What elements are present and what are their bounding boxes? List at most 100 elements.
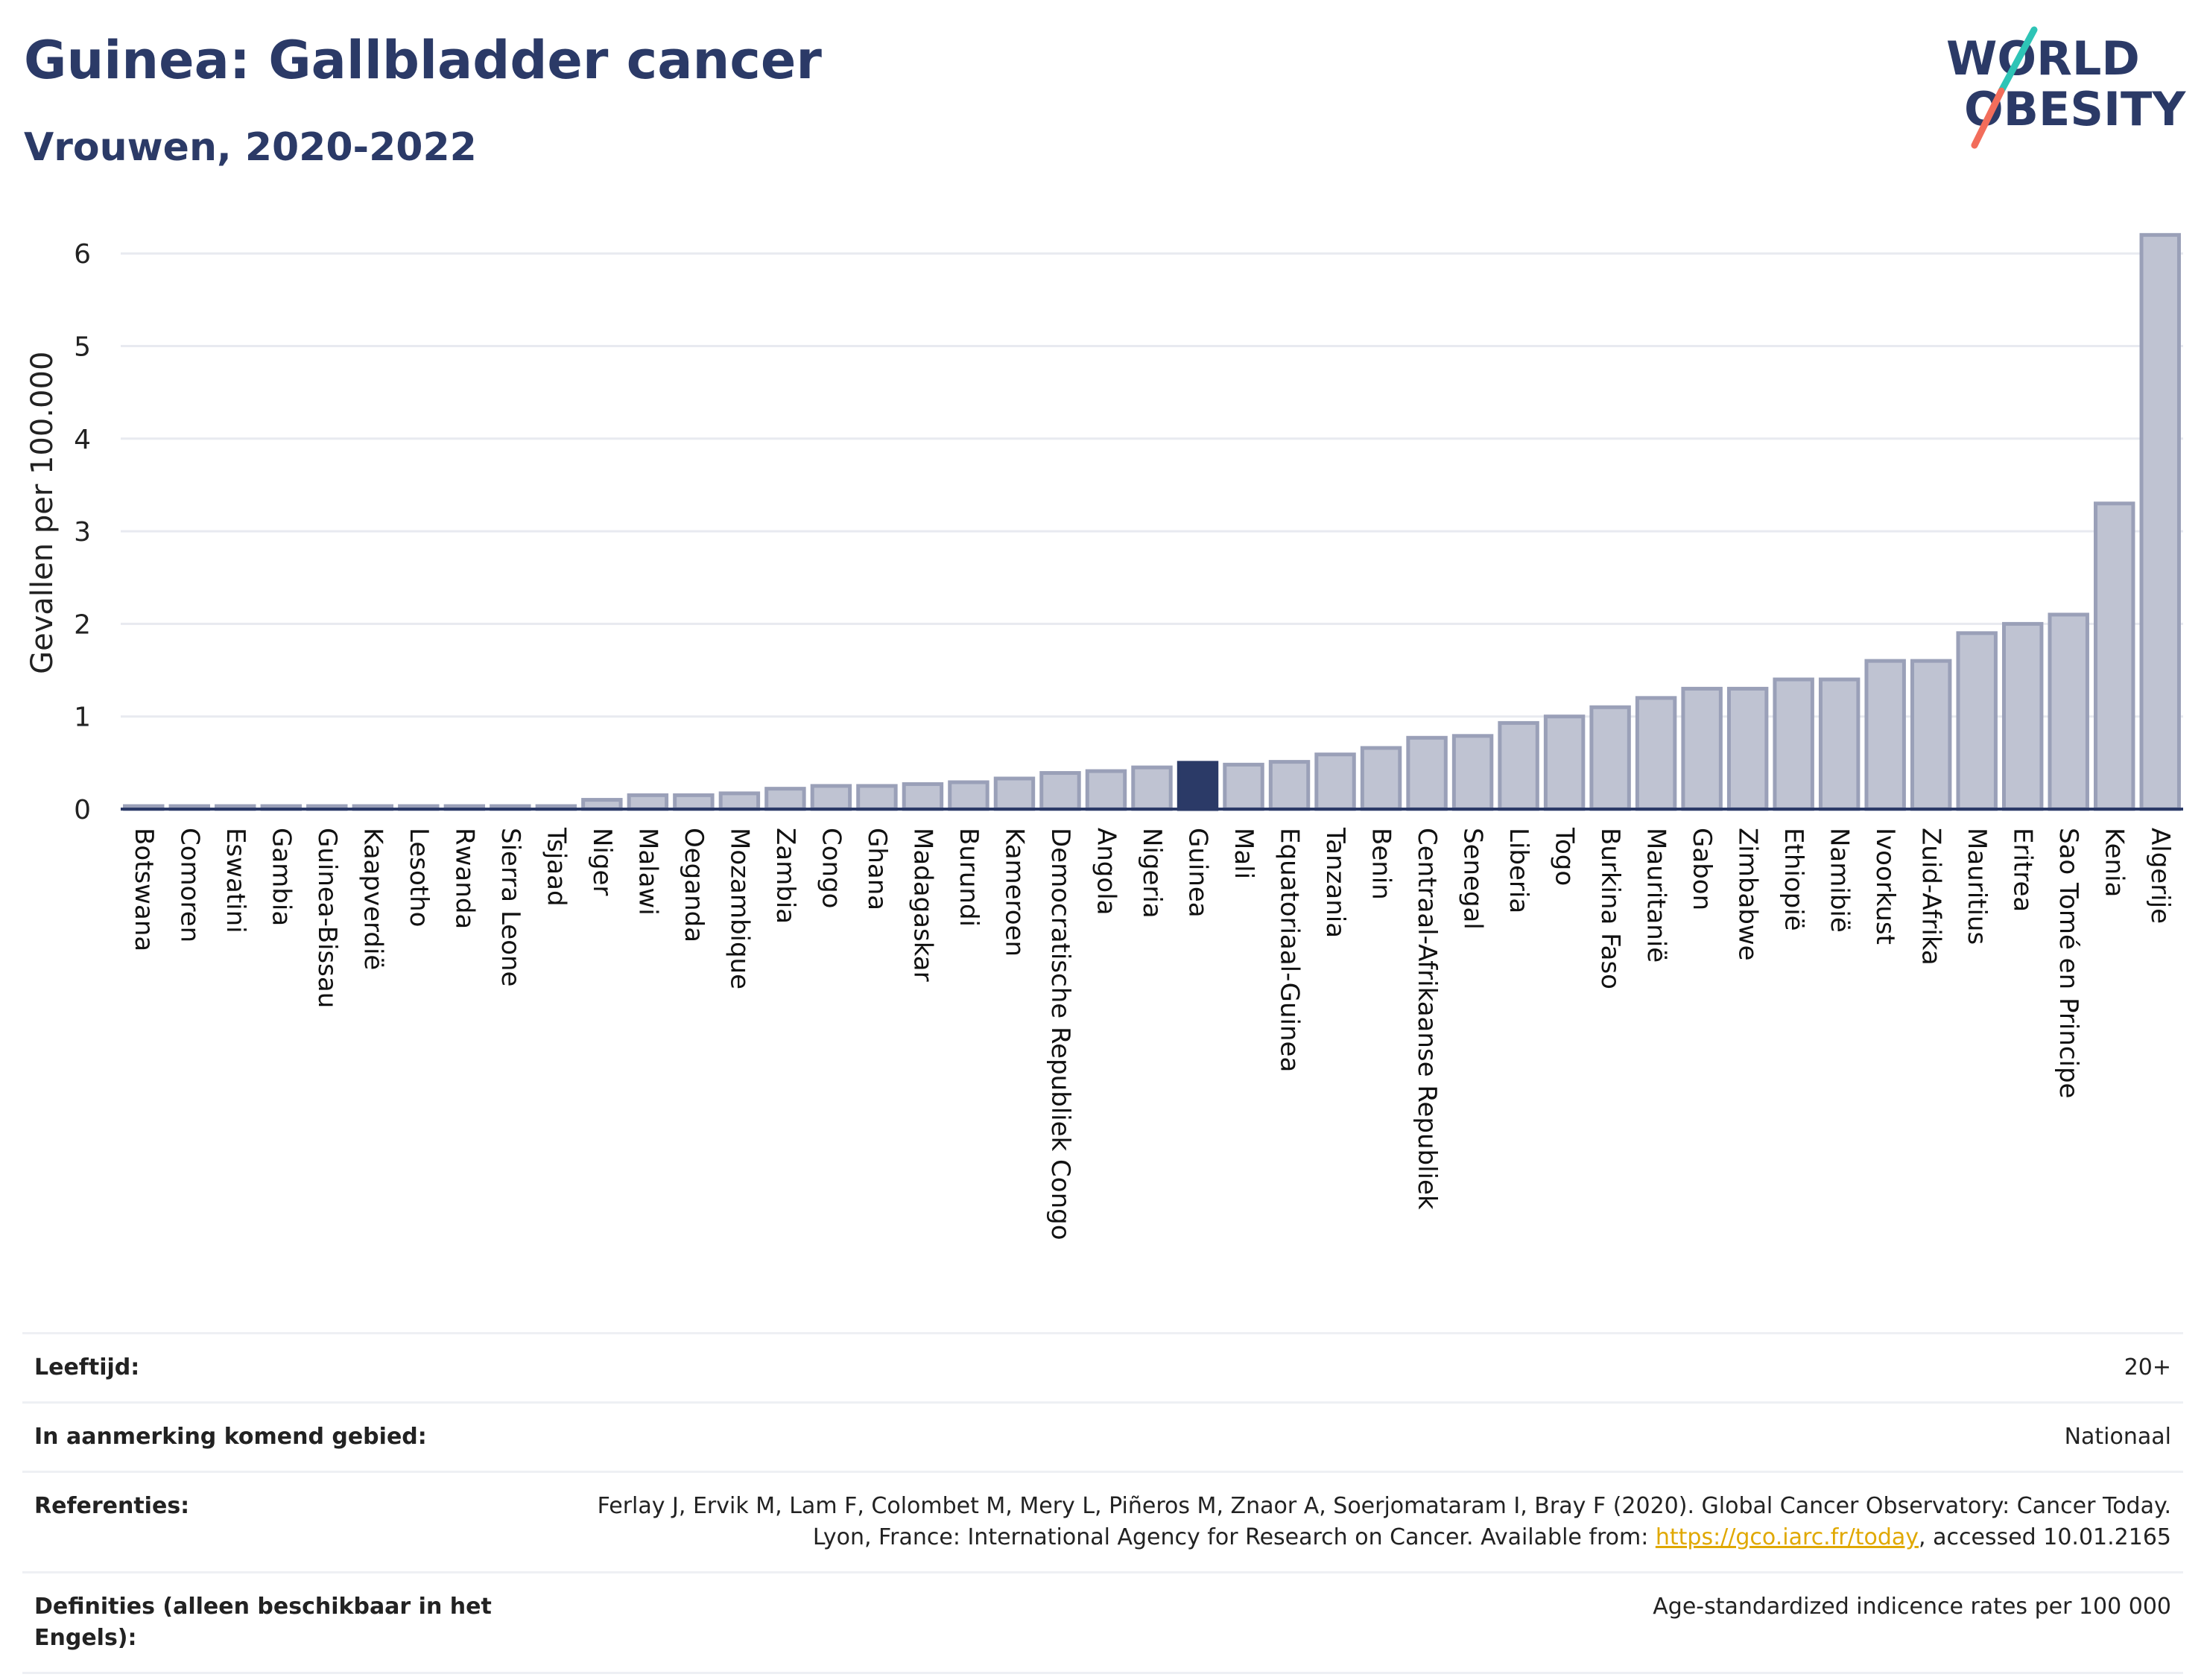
info-row-age: Leeftijd: 20+ [22, 1334, 2183, 1404]
x-tick-label: Madagaskar [908, 828, 937, 982]
bar [1314, 752, 1356, 811]
bar [1635, 696, 1677, 811]
x-tick-label: Centraal-Afrikaanse Republiek [1412, 828, 1442, 1210]
page-subtitle: Vrouwen, 2020-2022 [24, 125, 477, 170]
info-value-references: Ferlay J, Ervik M, Lam F, Colombet M, Me… [569, 1491, 2171, 1553]
bar [1864, 659, 1906, 811]
bar [627, 793, 669, 811]
x-tick-label: Mali [1229, 828, 1258, 879]
x-tick-label: Rwanda [449, 828, 479, 929]
x-tick-label: Equatoriaal-Guinea [1275, 828, 1305, 1072]
x-tick-label: Benin [1367, 828, 1396, 900]
x-tick-label: Senegal [1458, 828, 1488, 930]
bar [673, 793, 715, 811]
bar-chart: 0 1 2 3 4 5 6 Gevallen per 100.000 Botswana Comor… [25, 232, 2183, 1240]
bar [948, 780, 989, 811]
x-tick-label: Botswana [129, 828, 159, 951]
bar [993, 776, 1036, 811]
bar [1773, 677, 1814, 811]
x-tick-label: Mauritanië [1641, 828, 1671, 963]
x-tick-label: Oeganda [679, 828, 709, 942]
x-tick-label: Burkina Faso [1595, 828, 1625, 989]
x-tick-label: Lesotho [404, 828, 434, 927]
x-tick-label: Guinea [1183, 828, 1213, 918]
x-tick-label: Tanzania [1320, 827, 1350, 938]
bar [1406, 735, 1448, 811]
bar [1818, 677, 1861, 811]
x-tick-label: Sao Tomé en Principe [2053, 828, 2083, 1098]
x-tick-label: Ivoorkust [1870, 828, 1900, 945]
y-tick-label: 6 [74, 239, 91, 270]
x-tick-label: Ethiopië [1779, 828, 1808, 931]
reference-accessed: , accessed 10.01.2165 [1919, 1524, 2171, 1550]
bar [1589, 705, 1631, 811]
x-tick-label: Mozambique [724, 828, 754, 989]
info-key-definitions: Definities (alleen beschikbaar in het En… [34, 1594, 492, 1651]
x-tick-label: Democratische Republiek Congo [1045, 828, 1075, 1240]
x-tick-label: Gabon [1687, 828, 1717, 910]
info-value-age: 20+ [2124, 1354, 2171, 1381]
x-tick-label: Liberia [1504, 828, 1533, 913]
reference-text: Ferlay J, Ervik M, Lam F, Colombet M, Me… [597, 1493, 2171, 1550]
world-obesity-logo: WORLD OBESITY [1946, 26, 2186, 149]
bar [1498, 720, 1539, 811]
info-key-area: In aanmerking komend gebied: [34, 1424, 427, 1450]
x-tick-label: Nigeria [1137, 828, 1167, 919]
x-tick-label: Burundi [954, 828, 984, 927]
x-tick-label: Comoren [174, 828, 204, 942]
x-tick-label: Angola [1091, 828, 1121, 915]
info-key-age: Leeftijd: [34, 1354, 140, 1381]
info-value-area: Nationaal [2064, 1424, 2171, 1450]
x-tick-label: Sierra Leone [495, 828, 525, 986]
bar [2001, 621, 2044, 811]
bar [1268, 760, 1311, 811]
x-tick-label: Gambia [266, 828, 296, 926]
x-tick-label: Namibië [1825, 828, 1855, 933]
y-tick-label: 3 [74, 517, 91, 548]
bar [764, 787, 806, 811]
bar [902, 782, 944, 811]
bar [1360, 746, 1402, 811]
x-tick-label: Ghana [862, 828, 892, 910]
x-tick-label: Niger [587, 828, 617, 896]
bar [1039, 771, 1081, 811]
x-tick-label: Zuid-Afrika [1916, 828, 1946, 966]
bar [718, 791, 761, 811]
page-title: Guinea: Gallbladder cancer [24, 30, 822, 91]
bar [1956, 631, 1998, 811]
x-tick-label: Malawi [633, 828, 662, 916]
bar [810, 784, 852, 811]
bar [1223, 762, 1264, 811]
x-tick-label: Eswatini [221, 828, 250, 933]
bar [1681, 686, 1723, 811]
reference-link[interactable]: https://gco.iarc.fr/today [1655, 1524, 1919, 1550]
x-tick-label: Congo [816, 828, 846, 908]
y-tick-label: 4 [74, 425, 91, 455]
x-tick-label: Mauritius [1962, 828, 1992, 945]
bar [1543, 714, 1586, 811]
info-key-references: Referenties: [34, 1493, 190, 1519]
logo-line-1: WORLD [1946, 31, 2140, 86]
bar [1451, 734, 1494, 811]
bar [2094, 501, 2135, 811]
bar [2139, 232, 2181, 811]
bar [1131, 765, 1173, 811]
x-tick-label: Tsjaad [541, 827, 571, 907]
info-value-definitions: Age-standardized indicence rates per 100… [1653, 1594, 2171, 1620]
bar [1085, 769, 1127, 811]
y-axis-label: Gevallen per 100.000 [25, 352, 60, 674]
bar [1910, 659, 1952, 811]
x-tick-label: Eritrea [2008, 828, 2038, 912]
info-table: Leeftijd: 20+ In aanmerking komend gebie… [22, 1332, 2183, 1674]
y-tick-label: 2 [74, 609, 91, 640]
y-tick-label: 1 [74, 703, 91, 733]
x-tick-label: Togo [1550, 827, 1580, 886]
x-tick-label: Kenia [2100, 828, 2129, 897]
y-tick-label: 5 [74, 332, 91, 363]
bar [1726, 686, 1769, 811]
bar [856, 784, 898, 811]
x-tick-label: Algerije [2145, 828, 2175, 924]
x-tick-label: Zambia [770, 828, 800, 924]
bar [2048, 612, 2089, 811]
x-tick-label: Guinea-Bissau [312, 828, 342, 1008]
